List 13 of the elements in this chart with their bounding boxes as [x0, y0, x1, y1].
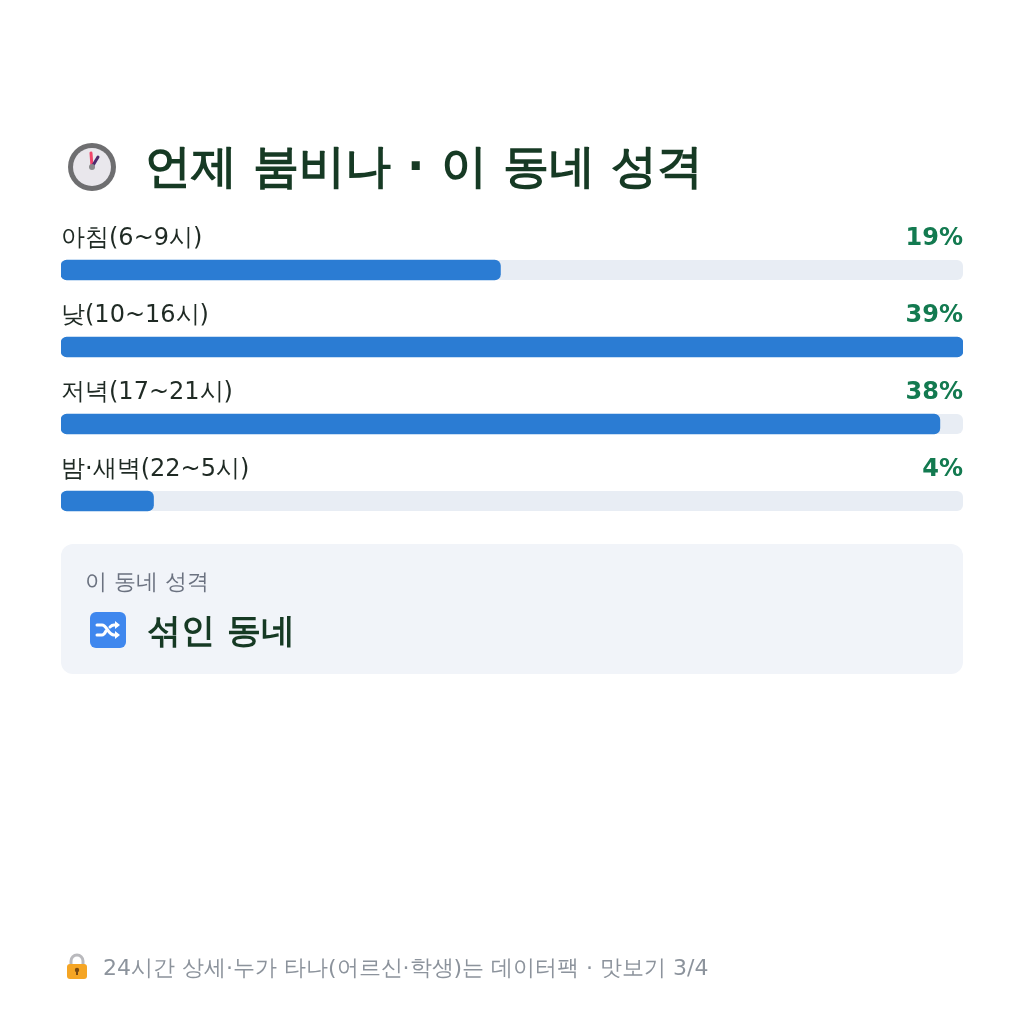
y-tick-label: 아침(6~9시) — [61, 223, 203, 252]
chart-title: 언제 붐비나 · 이 동네 성격 — [145, 138, 703, 195]
y-tick-label: 밤·새벽(22~5시) — [61, 454, 250, 483]
y-tick-label: 저녁(17~21시) — [61, 377, 233, 406]
data-label: 38% — [905, 377, 963, 406]
data-label: 39% — [905, 300, 963, 329]
y-tick-label: 낮(10~16시) — [61, 300, 209, 329]
data-label: 4% — [922, 454, 963, 483]
text: 섞인 동네 — [147, 609, 295, 652]
text: 이 동네 성격 — [85, 568, 209, 596]
text: 24시간 상세·누가 타나(어르신·학생)는 데이터팩 · 맛보기 3/4 — [103, 954, 709, 982]
bar — [61, 490, 154, 512]
data-label: 19% — [905, 223, 963, 252]
